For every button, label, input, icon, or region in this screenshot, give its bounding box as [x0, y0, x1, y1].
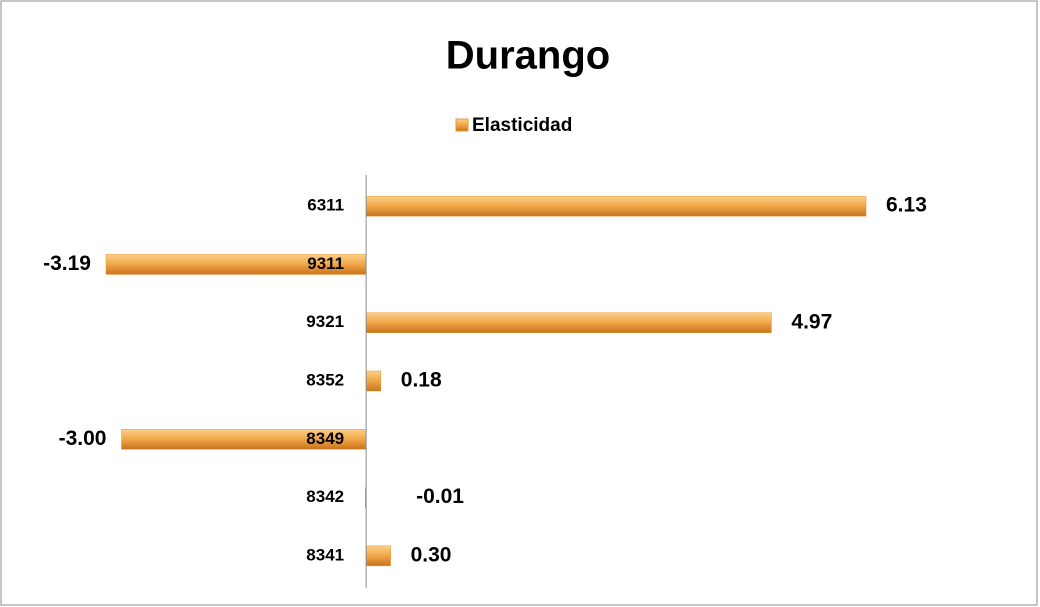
category-label: 8341: [306, 545, 344, 564]
legend-label: Elasticidad: [472, 115, 572, 136]
value-label: 0.18: [401, 369, 442, 392]
category-label: 9311: [307, 254, 344, 273]
value-label: 0.30: [411, 543, 452, 566]
bar: [365, 370, 382, 392]
value-label: -3.00: [59, 427, 107, 450]
bar: [365, 195, 867, 217]
category-label: 9321: [306, 312, 344, 331]
value-label: -3.19: [43, 252, 91, 275]
chart-title: Durango: [446, 34, 610, 78]
category-label: 8352: [306, 370, 344, 389]
category-label: 8342: [306, 487, 344, 506]
category-label: 6311: [307, 196, 344, 215]
bar: [365, 312, 772, 333]
value-label: 4.97: [791, 310, 832, 333]
legend-swatch: [455, 118, 469, 132]
category-label: 8349: [306, 429, 344, 448]
value-label: -0.01: [416, 485, 464, 508]
value-label: 6.13: [886, 194, 927, 217]
bar: [365, 545, 391, 567]
